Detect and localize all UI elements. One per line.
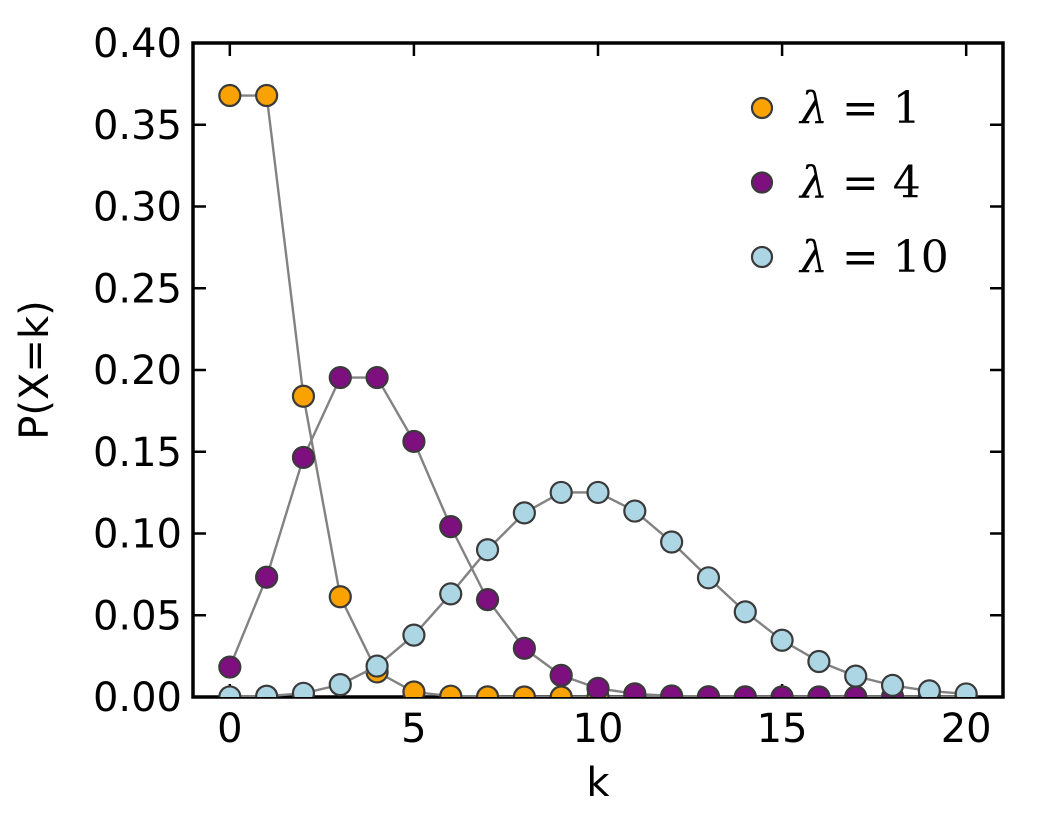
- y-tick-label: 0.30: [93, 185, 182, 231]
- marker-lambda-10: [954, 682, 978, 697]
- marker-lambda-10: [291, 681, 316, 697]
- marker-lambda-10: [586, 480, 610, 505]
- marker-lambda-4: [512, 636, 536, 660]
- marker-lambda-1: [218, 83, 242, 108]
- legend: λ = 1 λ = 4 λ = 10: [750, 83, 949, 283]
- y-tick-label: 0.10: [93, 512, 182, 558]
- marker-lambda-4: [807, 685, 831, 697]
- legend-label-lambda-1: λ = 1: [798, 83, 921, 134]
- y-tick-label: 0.00: [93, 675, 182, 721]
- marker-lambda-10: [365, 654, 389, 678]
- legend-label-lambda-4: λ = 4: [798, 158, 921, 209]
- marker-lambda-4: [402, 429, 426, 454]
- y-axis-label: P(X=k): [12, 300, 58, 439]
- marker-lambda-4: [365, 365, 389, 390]
- x-axis-label: k: [586, 760, 610, 806]
- marker-lambda-10: [733, 600, 757, 624]
- series-line-lambda-4: [228, 376, 967, 697]
- marker-lambda-4: [844, 685, 868, 697]
- marker-lambda-1: [328, 585, 352, 609]
- y-tick-label: 0.40: [93, 21, 182, 67]
- marker-lambda-4: [439, 515, 463, 539]
- marker-lambda-1: [255, 83, 279, 108]
- marker-lambda-1: [475, 685, 500, 697]
- marker-lambda-4: [770, 685, 794, 697]
- y-tick-label: 0.25: [93, 266, 182, 312]
- x-tick-label: 20: [941, 706, 992, 752]
- marker-lambda-10: [255, 684, 279, 697]
- marker-lambda-10: [549, 480, 573, 505]
- marker-lambda-1: [549, 685, 573, 697]
- marker-lambda-4: [328, 365, 352, 390]
- plot-frame: [191, 41, 1005, 699]
- marker-lambda-4: [291, 445, 316, 470]
- legend-marker-lambda-1: [750, 96, 774, 120]
- series-line-lambda-1: [229, 94, 967, 697]
- marker-lambda-10: [880, 673, 905, 697]
- marker-lambda-10: [623, 499, 647, 523]
- marker-lambda-10: [512, 501, 536, 525]
- marker-lambda-1: [402, 680, 426, 697]
- marker-lambda-4: [660, 684, 684, 697]
- marker-lambda-1: [512, 685, 536, 697]
- y-tick-label: 0.15: [93, 430, 182, 476]
- marker-lambda-4: [623, 682, 647, 697]
- x-tick-label: 5: [401, 706, 426, 752]
- marker-lambda-4: [733, 685, 757, 697]
- marker-lambda-4: [586, 676, 610, 697]
- y-tick-label: 0.20: [93, 348, 182, 394]
- x-tick-label: 15: [757, 706, 808, 752]
- marker-lambda-10: [439, 582, 463, 606]
- marker-lambda-4: [255, 565, 279, 589]
- marker-lambda-10: [218, 685, 242, 697]
- x-tick-label: 10: [573, 706, 624, 752]
- marker-lambda-10: [660, 530, 684, 554]
- marker-lambda-10: [917, 679, 941, 697]
- marker-lambda-10: [807, 649, 831, 674]
- marker-lambda-4: [696, 685, 721, 697]
- marker-lambda-4: [549, 663, 573, 687]
- legend-marker-lambda-10: [750, 245, 774, 269]
- legend-marker-lambda-4: [750, 171, 774, 194]
- marker-lambda-10: [770, 628, 794, 652]
- data-series-group: [218, 83, 978, 697]
- x-tick-labels: 0 5 10 15 20: [217, 706, 992, 752]
- legend-label-lambda-10: λ = 10: [798, 232, 949, 283]
- marker-lambda-10: [844, 664, 868, 688]
- y-tick-label: 0.05: [93, 593, 182, 639]
- marker-lambda-1: [439, 684, 463, 697]
- marker-lambda-10: [696, 566, 721, 590]
- marker-lambda-4: [475, 588, 500, 612]
- x-tick-label: 0: [217, 706, 242, 752]
- marker-lambda-4: [218, 655, 242, 679]
- marker-lambda-10: [328, 673, 352, 697]
- y-tick-labels: 0.00 0.05 0.10 0.15 0.20 0.25 0.30 0.35 0.40: [93, 21, 182, 721]
- marker-lambda-1: [291, 384, 316, 408]
- marker-lambda-10: [402, 623, 426, 647]
- axis-ticks: [193, 41, 1003, 699]
- y-tick-label: 0.35: [93, 103, 182, 149]
- marker-lambda-10: [475, 538, 500, 562]
